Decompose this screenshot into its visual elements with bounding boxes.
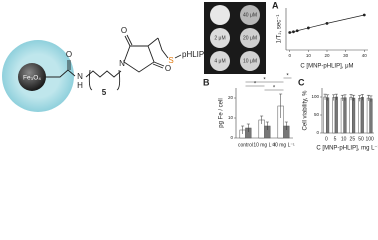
significance-marker: *	[254, 82, 257, 88]
data-point	[325, 22, 329, 25]
y-tick-label: 50	[314, 112, 320, 117]
well	[210, 5, 230, 25]
significance-marker: *	[286, 74, 289, 80]
bar	[369, 98, 373, 134]
panel-label: A	[272, 0, 279, 10]
data-point	[288, 31, 292, 34]
y-tick-label: 0	[230, 135, 233, 140]
bar	[366, 97, 370, 134]
atom-label: O	[165, 64, 171, 73]
well-label: 20 μM	[243, 35, 257, 41]
structure: Fe₃O₄ O N H 5 N O O S pHLIP	[2, 26, 204, 112]
x-tick-label: 10	[306, 53, 312, 58]
y-tick-label: 0	[316, 130, 319, 135]
x-tick-label: 25	[350, 136, 356, 142]
repeat-count: 5	[102, 88, 107, 97]
atom-label: N	[119, 59, 125, 68]
x-tick-label: 10 mg L⁻¹	[253, 142, 276, 148]
data-point	[292, 30, 295, 34]
y-tick-label: 10	[228, 115, 234, 120]
x-tick-label: 100	[365, 136, 374, 142]
x-tick-label: 0	[288, 53, 291, 58]
data-point	[306, 26, 310, 30]
peptide-label: pHLIP	[182, 50, 204, 59]
bond	[174, 54, 182, 59]
well-label: 10 μM	[243, 58, 257, 64]
well-label: 40 μM	[243, 12, 257, 18]
bonds	[46, 34, 169, 91]
atom-label: O	[121, 26, 127, 35]
bar	[340, 97, 344, 134]
data-point	[362, 13, 366, 17]
data-point	[295, 29, 299, 33]
mri-image: 40 μM 2 μM 20 μM 4 μM 10 μM	[204, 2, 266, 74]
x-tick-label: 30	[343, 53, 349, 58]
x-tick-label: 50	[358, 136, 364, 142]
atom-label: O	[66, 50, 72, 59]
x-axis-label: C [MNP-pHLIP], mg L⁻¹	[316, 146, 378, 152]
atom-label: H	[77, 81, 83, 90]
x-tick-label: 20	[324, 53, 330, 58]
sulfur-label: S	[168, 56, 173, 65]
x-tick-label: 0	[325, 136, 328, 142]
y-axis-label: 1/T₂, sec⁻¹	[277, 15, 283, 44]
core-label: Fe₃O₄	[23, 75, 41, 82]
y-axis-label: pg Fe / cell	[219, 98, 225, 127]
bar	[343, 97, 347, 134]
well	[240, 28, 260, 48]
panel-label: C	[298, 77, 305, 87]
x-tick-label: control	[238, 142, 253, 148]
well	[240, 51, 260, 71]
x-tick-label: 40 mg L⁻¹	[272, 142, 295, 148]
well	[240, 5, 260, 25]
panel-label: B	[203, 77, 210, 87]
well	[210, 51, 230, 71]
bar	[323, 96, 327, 134]
y-axis-label: Cell viability, %	[303, 90, 309, 131]
bar	[332, 97, 336, 134]
bar	[326, 97, 330, 134]
bar	[349, 97, 353, 134]
y-tick-label: 100	[311, 94, 319, 99]
nanoparticle-core	[18, 63, 46, 91]
well	[210, 28, 230, 48]
bar	[358, 98, 362, 134]
x-tick-label: 10	[341, 136, 347, 142]
bar	[352, 97, 356, 134]
y-tick-label: 20	[228, 95, 234, 100]
well-label: 2 μM	[214, 35, 225, 41]
x-axis-label: C [MNP-pHLIP], μM	[300, 64, 353, 70]
well-label: 4 μM	[214, 58, 225, 64]
x-tick-label: 40	[362, 53, 368, 58]
atom-label: N	[77, 72, 83, 81]
figure: Fe₃O₄ O N H 5 N O O S pHLIP 40 μM	[2, 0, 378, 152]
bar	[360, 97, 364, 134]
bar	[334, 96, 338, 134]
significance-marker: *	[273, 86, 276, 92]
x-tick-label: 5	[334, 136, 337, 142]
significance-marker: *	[263, 78, 266, 84]
